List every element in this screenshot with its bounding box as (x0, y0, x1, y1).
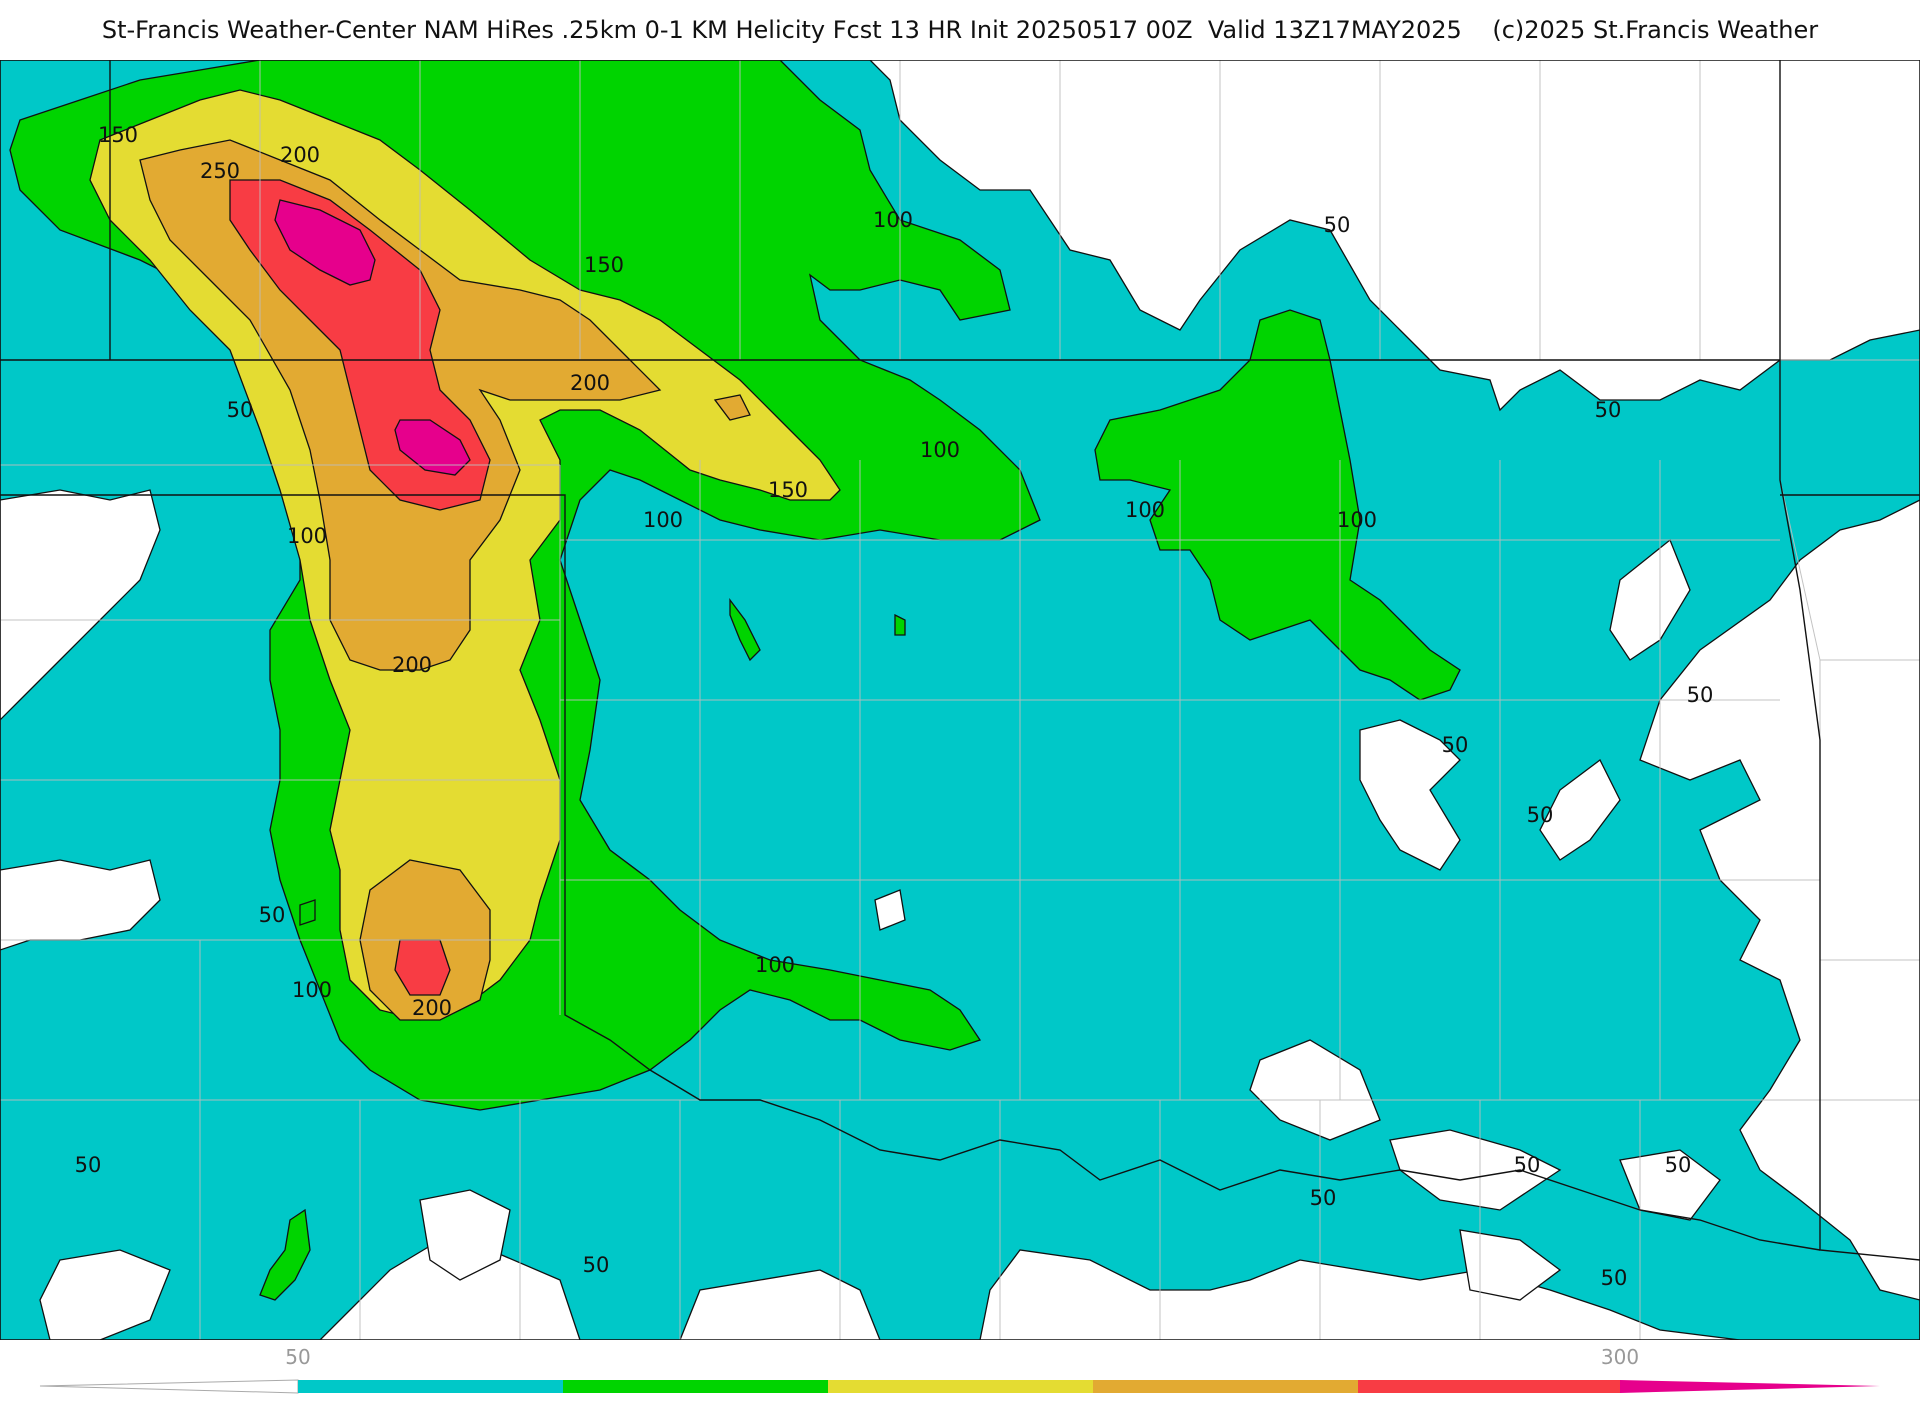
contour-label: 50 (227, 398, 254, 422)
contour-label: 200 (412, 996, 452, 1020)
contour-label: 100 (755, 953, 795, 977)
contour-label: 100 (1337, 508, 1377, 532)
colorbar-segment (828, 1380, 1093, 1393)
contour-label: 200 (570, 371, 610, 395)
region-lt50 (874, 889, 906, 931)
contour-label: 200 (280, 143, 320, 167)
colorbar-tick: 50 (285, 1345, 310, 1369)
contour-label: 50 (1687, 683, 1714, 707)
colorbar-segment (298, 1380, 563, 1393)
region-lt50 (1389, 1129, 1562, 1211)
contour-label: 50 (1324, 213, 1351, 237)
colorbar-tick: 300 (1601, 1345, 1639, 1369)
contour-label: 150 (584, 253, 624, 277)
contour-label: 50 (1442, 733, 1469, 757)
region-100-150 (299, 899, 316, 926)
contour-label: 50 (1310, 1186, 1337, 1210)
region-lt50 (1539, 759, 1621, 861)
region-lt50 (1459, 1229, 1562, 1301)
region-200-250 (713, 394, 751, 421)
region-100-150 (894, 613, 906, 636)
contour-label: 100 (287, 524, 327, 548)
contour-label: 150 (768, 478, 808, 502)
colorbar-segment (1093, 1380, 1358, 1393)
region-lt50 (0, 859, 161, 951)
contour-label: 100 (643, 508, 683, 532)
contour-label: 50 (1665, 1153, 1692, 1177)
contour-label: 150 (98, 123, 138, 147)
contour-label: 100 (873, 208, 913, 232)
contour-label: 50 (1595, 398, 1622, 422)
contour-label: 100 (920, 438, 960, 462)
contour-label: 50 (1514, 1153, 1541, 1177)
region-lt50 (0, 489, 161, 721)
colorbar-low-end (39, 1379, 299, 1394)
colorbar-segment (1358, 1380, 1620, 1393)
contour-label: 250 (200, 159, 240, 183)
contour-label: 50 (1527, 803, 1554, 827)
contour-label: 50 (1601, 1266, 1628, 1290)
region-lt50 (1619, 1149, 1721, 1221)
contour-label: 100 (292, 978, 332, 1002)
contour-label: 100 (1125, 498, 1165, 522)
contour-labels: 150 200 250 100 50 150 200 100 150 100 5… (75, 123, 1714, 1290)
region-lt50 (39, 1249, 171, 1340)
region-lt50 (1249, 1039, 1381, 1141)
contour-label: 50 (75, 1153, 102, 1177)
contour-label: 50 (583, 1253, 610, 1277)
state-borders (0, 60, 1920, 1261)
region-300plus (274, 199, 376, 286)
contour-label: 50 (259, 903, 286, 927)
colorbar: 50 300 (0, 1340, 1920, 1400)
region-100-150 (1094, 309, 1461, 701)
region-100-150 (259, 1208, 311, 1301)
region-lt50 (1359, 719, 1461, 871)
chart-title: St-Francis Weather-Center NAM HiRes .25k… (101, 16, 1819, 44)
region-300plus (394, 419, 471, 476)
contour-label: 200 (392, 653, 432, 677)
region-lt50 (419, 1189, 511, 1281)
region-100-150 (729, 598, 761, 662)
colorbar-segment (563, 1380, 828, 1393)
helicity-map: 150 200 250 100 50 150 200 100 150 100 5… (0, 60, 1920, 1340)
colorbar-high-end (1620, 1380, 1880, 1393)
